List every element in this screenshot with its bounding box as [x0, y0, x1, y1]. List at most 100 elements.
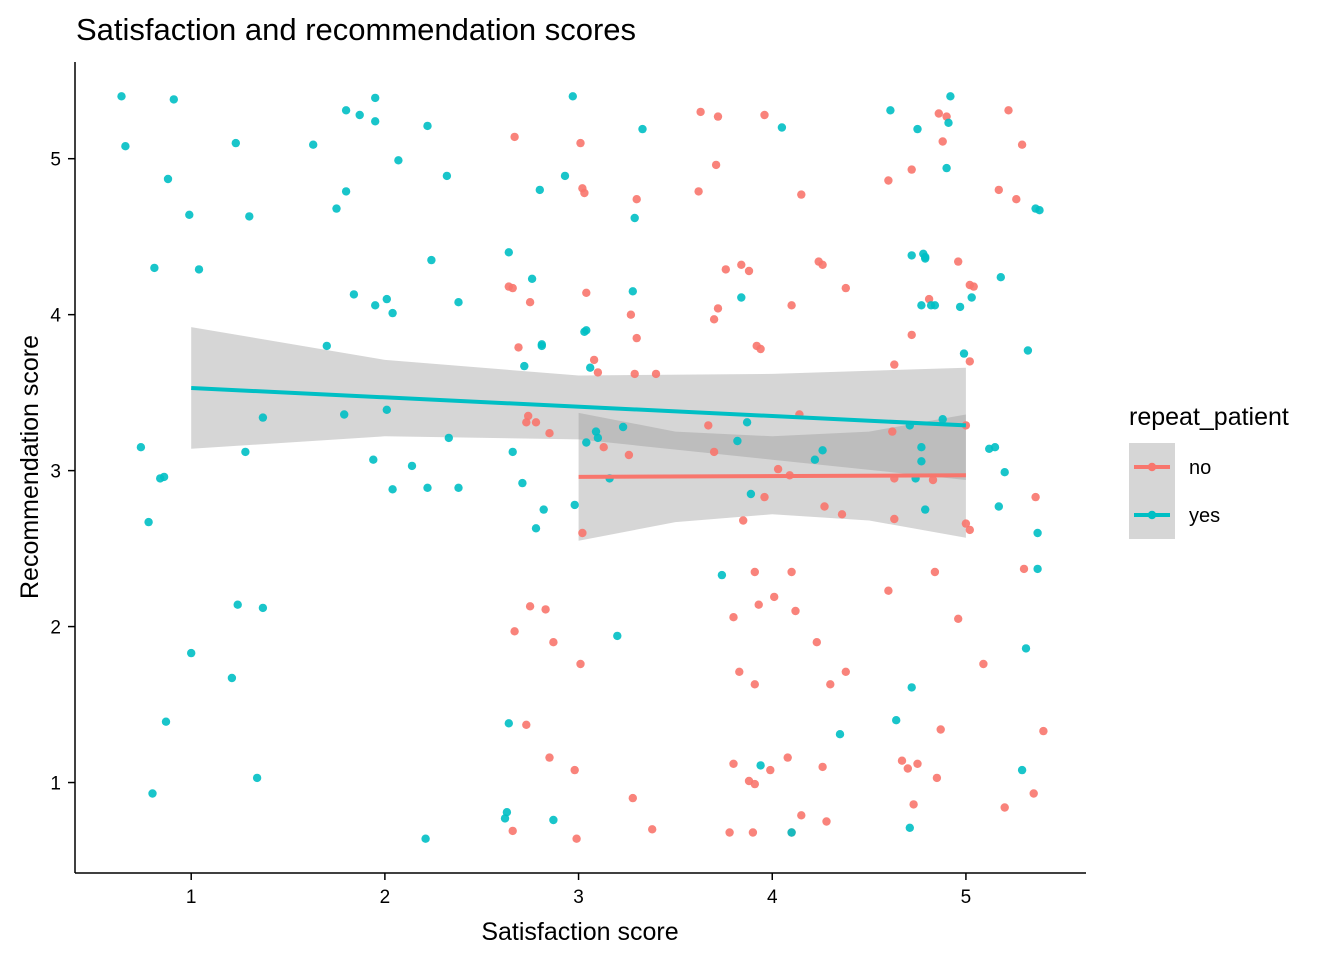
data-point-yes — [341, 106, 351, 115]
data-point-yes — [1033, 528, 1042, 538]
data-point-yes — [1021, 644, 1031, 653]
data-point-no — [756, 344, 765, 354]
data-point-no — [599, 443, 608, 452]
data-point-yes — [504, 719, 513, 728]
data-point-no — [903, 764, 912, 773]
data-point-yes — [444, 433, 453, 443]
x-tick-label: 2 — [380, 887, 391, 908]
data-point-no — [1004, 106, 1013, 115]
data-point-yes — [942, 163, 951, 173]
data-point-yes — [921, 505, 930, 514]
data-point-no — [907, 165, 916, 174]
data-point-no — [884, 176, 893, 185]
data-point-no — [797, 811, 806, 820]
data-point-no — [841, 667, 850, 676]
data-point-no — [913, 759, 922, 768]
data-point-yes — [355, 110, 364, 120]
data-point-no — [525, 298, 535, 307]
data-point-yes — [423, 483, 432, 492]
data-point-yes — [341, 187, 351, 196]
y-tick-label: 3 — [50, 462, 61, 483]
data-point-yes — [990, 443, 1000, 452]
x-tick-label: 3 — [573, 887, 584, 908]
y-tick-label: 5 — [50, 150, 61, 171]
data-point-yes — [892, 716, 901, 725]
data-point-yes — [454, 483, 463, 492]
data-point-no — [1029, 789, 1038, 798]
legend: repeat_patient no yes — [1129, 403, 1289, 539]
data-point-no — [739, 516, 748, 525]
data-point-no — [773, 464, 783, 474]
legend-label-no: no — [1189, 457, 1211, 479]
data-point-yes — [500, 814, 510, 823]
data-point-yes — [371, 93, 380, 103]
data-point-yes — [148, 789, 157, 798]
data-point-yes — [388, 308, 397, 318]
data-point-no — [928, 475, 938, 485]
y-tick-label: 4 — [50, 306, 61, 327]
y-axis-title: Recommendation score — [16, 335, 44, 599]
data-point-no — [580, 188, 589, 198]
data-point-no — [578, 528, 587, 538]
data-point-no — [522, 720, 531, 729]
data-point-yes — [531, 524, 541, 533]
data-point-no — [965, 357, 974, 366]
data-point-no — [628, 793, 637, 803]
data-point-yes — [407, 461, 417, 471]
data-point-no — [965, 525, 974, 535]
data-point-no — [930, 567, 940, 577]
data-point-no — [750, 779, 759, 789]
data-point-yes — [150, 263, 159, 273]
data-point-yes — [252, 773, 262, 783]
data-point-yes — [818, 446, 827, 455]
data-point-no — [748, 828, 758, 837]
data-point-no — [791, 606, 800, 616]
data-point-yes — [946, 92, 955, 101]
data-point-yes — [560, 171, 570, 181]
data-point-no — [837, 510, 847, 519]
data-point-yes — [746, 489, 756, 499]
x-tick-label: 5 — [961, 887, 972, 908]
data-point-no — [760, 492, 769, 502]
data-point-yes — [917, 443, 926, 452]
fit-line-yes — [191, 386, 966, 428]
data-point-no — [694, 187, 703, 196]
data-point-yes — [159, 472, 169, 482]
data-point-yes — [520, 361, 529, 371]
data-point-no — [750, 567, 759, 577]
data-point-yes — [421, 834, 430, 843]
data-point-no — [721, 265, 730, 274]
data-point-no — [961, 519, 971, 528]
fit-line-no — [578, 473, 966, 479]
data-point-yes — [369, 455, 378, 464]
data-point-yes — [504, 248, 513, 257]
data-point-no — [750, 680, 759, 689]
data-point-no — [541, 605, 550, 614]
data-point-no — [890, 360, 899, 369]
data-point-no — [632, 333, 641, 343]
x-tick-label: 1 — [186, 887, 197, 908]
data-point-no — [632, 195, 641, 204]
data-point-no — [820, 502, 829, 511]
data-point-yes — [427, 255, 436, 265]
data-point-no — [797, 190, 806, 199]
data-point-no — [954, 614, 963, 623]
data-point-no — [711, 160, 721, 170]
y-tick-label: 1 — [50, 774, 61, 795]
data-point-yes — [570, 500, 579, 510]
data-point-yes — [549, 815, 558, 825]
data-point-no — [754, 600, 763, 609]
data-point-yes — [938, 415, 947, 424]
data-point-yes — [733, 436, 742, 446]
data-point-no — [570, 765, 579, 775]
data-point-no — [938, 137, 947, 146]
data-point-no — [812, 638, 821, 647]
data-point-yes — [508, 447, 517, 457]
data-point-no — [713, 112, 723, 121]
data-point-no — [954, 257, 963, 266]
x-tick-label: 4 — [767, 887, 778, 908]
data-point-no — [549, 638, 558, 647]
data-point-yes — [568, 92, 577, 101]
data-point-yes — [537, 341, 546, 351]
